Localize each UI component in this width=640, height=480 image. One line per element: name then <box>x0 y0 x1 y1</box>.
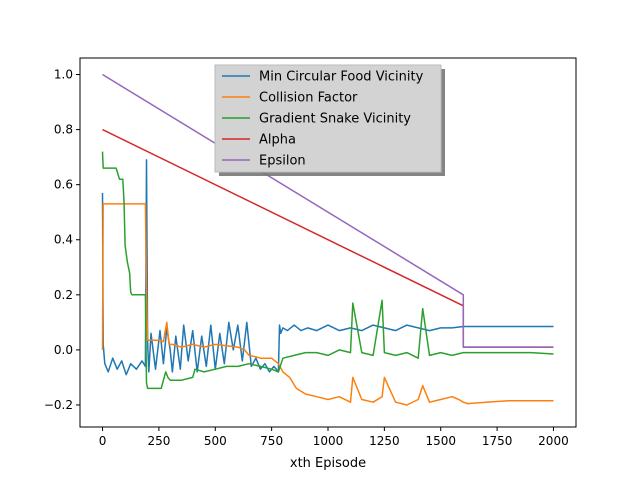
legend-label-1: Collision Factor <box>259 91 358 106</box>
legend-box <box>214 64 442 173</box>
legend-label-4: Epsilon <box>259 154 306 169</box>
y-tick-label-2: 0.2 <box>54 288 73 302</box>
legend-items: Min Circular Food Vicinity Collision Fact… <box>222 70 424 169</box>
x-tick-label-3: 750 <box>260 434 283 448</box>
y-tick-label-6: 1.0 <box>54 68 73 82</box>
x-axis-ticks: 0 250 500 750 1000 1250 1500 1750 2000 <box>99 427 569 448</box>
series-line-0 <box>101 159 554 376</box>
series-line-2 <box>101 151 554 390</box>
legend-label-2: Gradient Snake Vicinity <box>259 112 411 127</box>
series-line-1 <box>101 203 554 406</box>
x-tick-label-0: 0 <box>99 434 107 448</box>
x-tick-label-1: 250 <box>147 434 170 448</box>
y-tick-label-4: 0.6 <box>54 178 73 192</box>
series-layer <box>101 73 554 406</box>
y-tick-label-0: −0.2 <box>44 398 73 412</box>
x-tick-label-2: 500 <box>204 434 227 448</box>
y-tick-label-3: 0.4 <box>54 233 73 247</box>
x-axis-label: xth Episode <box>290 456 366 471</box>
y-tick-label-1: 0.0 <box>54 343 73 357</box>
x-tick-label-6: 1500 <box>425 434 456 448</box>
series-line-4 <box>102 73 554 348</box>
x-tick-label-4: 1000 <box>313 434 344 448</box>
x-tick-label-8: 2000 <box>538 434 569 448</box>
legend-label-0: Min Circular Food Vicinity <box>259 70 424 85</box>
y-tick-label-5: 0.8 <box>54 123 73 137</box>
legend-label-3: Alpha <box>259 133 296 148</box>
x-tick-label-5: 1250 <box>369 434 400 448</box>
legend: Min Circular Food Vicinity Collision Fact… <box>214 64 445 176</box>
x-tick-label-7: 1750 <box>482 434 513 448</box>
y-axis-ticks: −0.2 0.0 0.2 0.4 0.6 0.8 1.0 <box>44 68 80 412</box>
